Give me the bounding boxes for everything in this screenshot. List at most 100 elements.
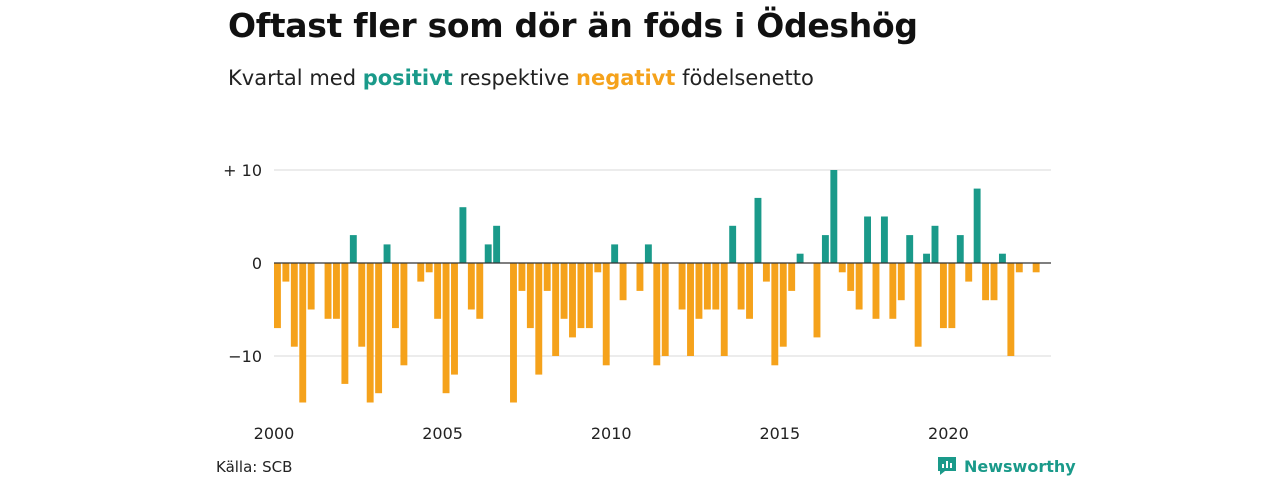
bar <box>653 263 661 366</box>
bar <box>931 225 939 263</box>
bar <box>687 263 694 356</box>
bar <box>392 263 399 329</box>
x-tick-label: 2010 <box>591 424 632 443</box>
bar <box>838 263 846 273</box>
bar <box>535 263 543 375</box>
bar <box>518 263 526 291</box>
bar <box>813 263 821 338</box>
bar <box>914 263 922 347</box>
subtitle-suffix: födelsenetto <box>675 66 814 90</box>
bar <box>307 263 315 310</box>
bar <box>349 235 357 263</box>
bar <box>417 263 425 282</box>
x-tick-label: 2015 <box>759 424 800 443</box>
bar <box>796 253 804 263</box>
y-tick-label: + 10 <box>223 161 262 180</box>
bar <box>644 244 652 263</box>
bar <box>779 263 787 347</box>
bar <box>484 244 492 263</box>
bar <box>560 263 568 319</box>
source-note: Källa: SCB <box>216 458 293 476</box>
bar <box>830 170 838 263</box>
bar <box>602 263 610 366</box>
bar <box>467 263 475 310</box>
bar <box>274 263 281 329</box>
bar <box>1032 263 1040 273</box>
bar <box>788 263 796 291</box>
bar <box>442 263 450 394</box>
bar <box>594 263 602 273</box>
bar <box>543 263 551 291</box>
bar <box>737 263 745 310</box>
bar <box>299 263 307 403</box>
bar <box>703 263 711 310</box>
bar <box>720 263 728 356</box>
bar <box>569 263 576 338</box>
bar <box>425 263 433 273</box>
bar <box>771 263 779 366</box>
bar <box>552 263 560 356</box>
bar <box>762 263 770 282</box>
bar <box>1015 263 1023 273</box>
chart-subtitle: Kvartal med positivt respektive negativt… <box>228 66 814 90</box>
x-tick-label: 2020 <box>928 424 969 443</box>
bar <box>611 244 619 263</box>
bar <box>712 263 720 310</box>
bar <box>864 216 871 263</box>
bar <box>965 263 973 282</box>
bar <box>889 263 897 319</box>
bar <box>282 263 290 282</box>
bar <box>1007 263 1015 356</box>
bar <box>324 263 332 319</box>
x-tick-label: 2000 <box>254 424 295 443</box>
bar <box>990 263 998 301</box>
bar <box>923 253 931 263</box>
bar <box>678 263 686 310</box>
bar <box>998 253 1006 263</box>
bar <box>754 197 762 263</box>
bar <box>956 235 964 263</box>
bar <box>880 216 888 263</box>
bar <box>493 225 501 263</box>
bar <box>973 188 981 263</box>
x-tick-label: 2005 <box>422 424 463 443</box>
bar <box>577 263 585 329</box>
bar <box>661 263 669 356</box>
newsworthy-logo: Newsworthy <box>936 455 1076 477</box>
bar <box>333 263 340 319</box>
bar <box>906 235 914 263</box>
bar <box>636 263 644 291</box>
bar <box>383 244 391 263</box>
bar <box>729 225 737 263</box>
bar <box>290 263 298 347</box>
bar <box>939 263 947 329</box>
bar <box>746 263 753 319</box>
bar <box>821 235 829 263</box>
subtitle-negative: negativt <box>576 66 676 90</box>
chart-title: Oftast fler som dör än föds i Ödeshög <box>228 6 918 45</box>
bar <box>476 263 484 319</box>
bar <box>695 263 703 319</box>
bar <box>434 263 442 319</box>
subtitle-prefix: Kvartal med <box>228 66 363 90</box>
y-tick-label: −10 <box>228 347 262 366</box>
bar <box>847 263 855 291</box>
y-tick-label: 0 <box>252 254 262 273</box>
bar <box>451 263 458 375</box>
bar <box>510 263 517 403</box>
bar <box>872 263 880 319</box>
bar <box>855 263 863 310</box>
bar <box>948 263 956 329</box>
bar <box>619 263 627 301</box>
subtitle-middle: respektive <box>452 66 577 90</box>
bar <box>982 263 990 301</box>
bar <box>897 263 905 301</box>
bar <box>400 263 408 366</box>
newsworthy-icon <box>938 457 956 475</box>
bar <box>375 263 383 394</box>
bar <box>526 263 534 329</box>
bar <box>358 263 366 347</box>
bar <box>341 263 349 384</box>
bar <box>459 207 467 263</box>
